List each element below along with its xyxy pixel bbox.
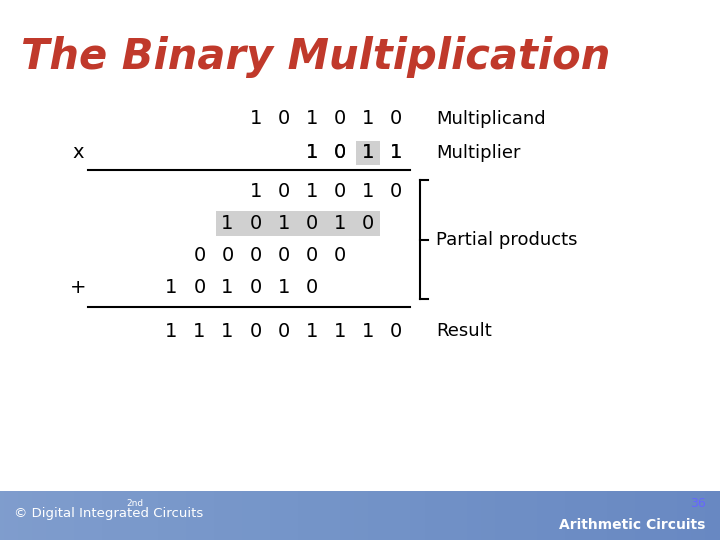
Text: x: x (73, 143, 84, 163)
Text: Multiplicand: Multiplicand (436, 110, 546, 127)
Text: 1: 1 (334, 322, 346, 341)
FancyBboxPatch shape (356, 140, 380, 165)
Text: 0: 0 (278, 183, 290, 201)
Text: 0: 0 (193, 278, 206, 297)
Text: 0: 0 (390, 183, 402, 201)
Text: 0: 0 (278, 109, 290, 128)
Text: 0: 0 (250, 322, 262, 341)
Text: 1: 1 (278, 214, 290, 233)
Text: 1: 1 (221, 322, 234, 341)
Text: 0: 0 (278, 246, 290, 265)
Text: 2nd: 2nd (126, 499, 143, 508)
Text: 0: 0 (390, 109, 402, 128)
Text: 0: 0 (334, 143, 346, 163)
Text: 1: 1 (221, 278, 234, 297)
Text: 1: 1 (278, 278, 290, 297)
Text: 0: 0 (222, 246, 234, 265)
Text: 1: 1 (306, 109, 318, 128)
Text: 0: 0 (250, 214, 262, 233)
Text: 0: 0 (390, 322, 402, 341)
Text: 1: 1 (193, 322, 206, 341)
Text: 0: 0 (278, 322, 290, 341)
FancyBboxPatch shape (215, 212, 380, 236)
Text: 1: 1 (362, 143, 374, 163)
Text: 1: 1 (362, 322, 374, 341)
Text: 0: 0 (306, 214, 318, 233)
Text: 1: 1 (306, 143, 318, 163)
Text: 1: 1 (306, 143, 318, 163)
Text: 0: 0 (334, 143, 346, 163)
Text: 0: 0 (334, 109, 346, 128)
Text: 1: 1 (221, 214, 234, 233)
Text: 0: 0 (334, 246, 346, 265)
Text: 1: 1 (362, 109, 374, 128)
Text: 0: 0 (306, 278, 318, 297)
Text: 1: 1 (306, 183, 318, 201)
Text: 0: 0 (193, 246, 206, 265)
Text: 1: 1 (165, 322, 178, 341)
Text: © Digital Integrated Circuits: © Digital Integrated Circuits (14, 507, 204, 520)
Text: 0: 0 (362, 214, 374, 233)
Text: Multiplier: Multiplier (436, 144, 521, 162)
Text: The Binary Multiplication: The Binary Multiplication (22, 36, 611, 78)
Text: 1: 1 (334, 214, 346, 233)
Text: Partial products: Partial products (436, 231, 578, 248)
Text: 36: 36 (690, 497, 706, 510)
Text: 1: 1 (249, 109, 262, 128)
Text: 0: 0 (250, 278, 262, 297)
Text: 1: 1 (390, 143, 402, 163)
Text: 1: 1 (306, 322, 318, 341)
Text: 1: 1 (390, 143, 402, 163)
Text: +: + (70, 278, 86, 297)
Text: 1: 1 (362, 183, 374, 201)
Text: 1: 1 (362, 143, 374, 163)
Text: 0: 0 (334, 183, 346, 201)
Text: Arithmetic Circuits: Arithmetic Circuits (559, 518, 706, 532)
Text: 1: 1 (249, 183, 262, 201)
Text: 1: 1 (165, 278, 178, 297)
Text: 0: 0 (250, 246, 262, 265)
Text: Result: Result (436, 322, 492, 340)
Text: 0: 0 (306, 246, 318, 265)
